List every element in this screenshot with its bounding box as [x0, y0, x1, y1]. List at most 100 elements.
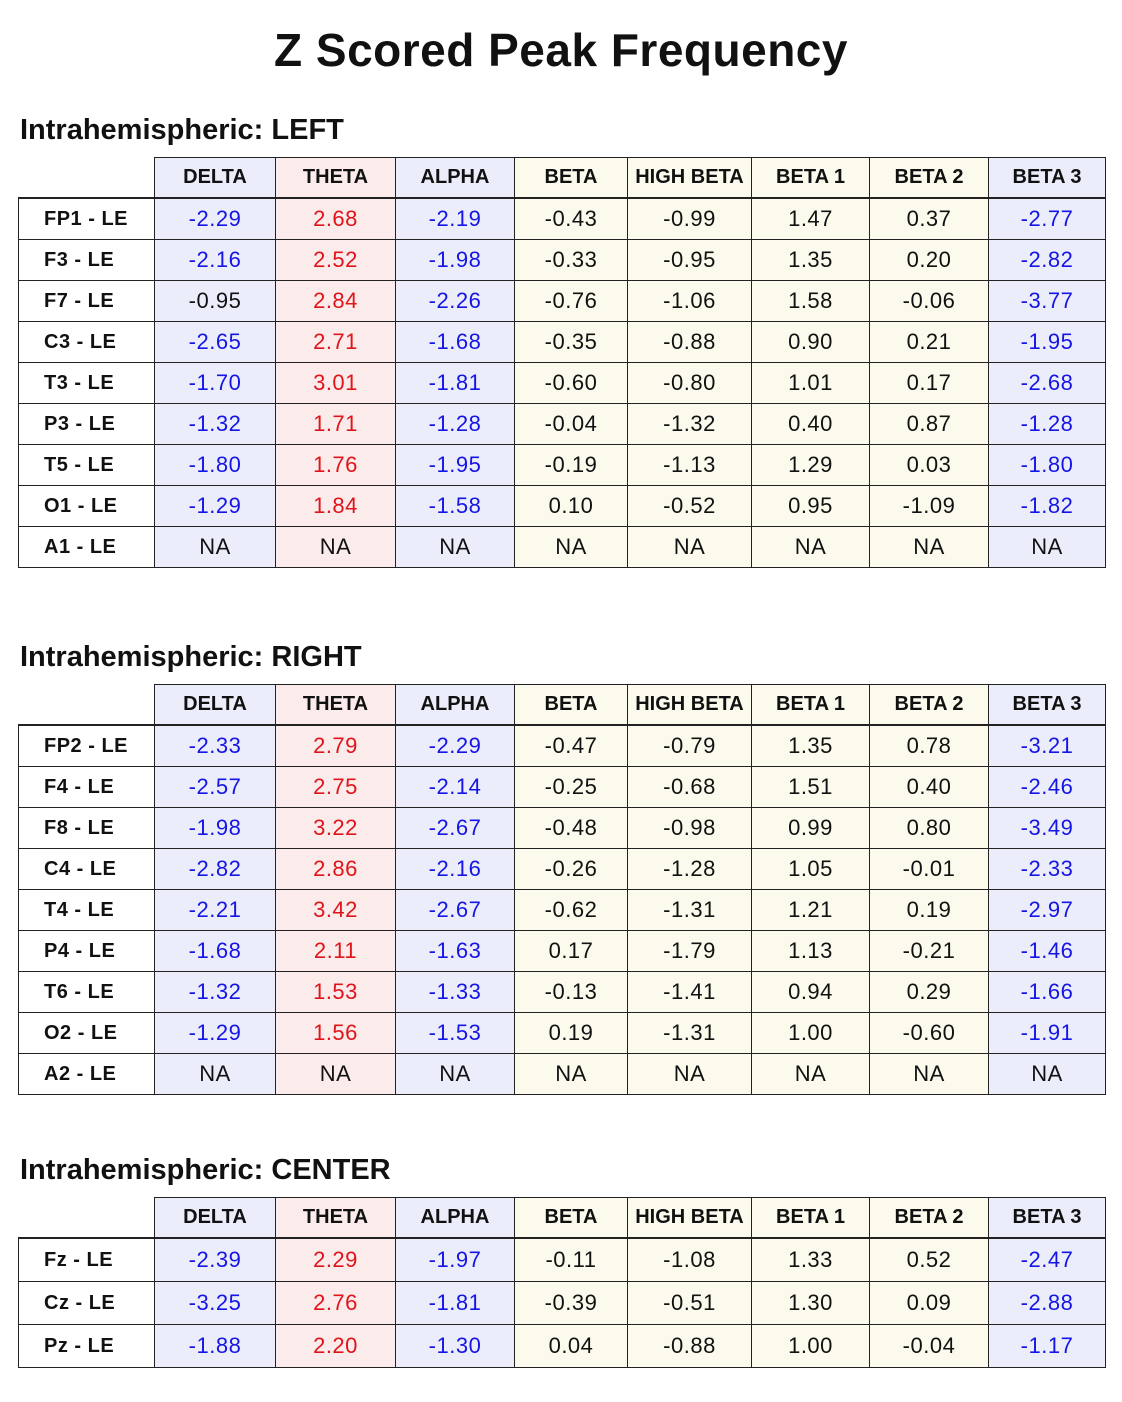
zscore-cell: 0.78 [869, 724, 989, 767]
zscore-cell: 0.37 [869, 197, 989, 240]
zscore-cell: 0.20 [869, 239, 989, 281]
row-label: Fz - LE [18, 1237, 155, 1282]
column-header: DELTA [154, 157, 276, 199]
zscore-cell: 2.11 [275, 930, 396, 972]
zscore-cell: 0.03 [869, 444, 989, 486]
zscore-cell: -2.65 [154, 321, 276, 363]
zscore-cell: 1.71 [275, 403, 396, 445]
zscore-cell: -0.99 [627, 197, 752, 240]
zscore-cell: -0.52 [627, 485, 752, 527]
zscore-cell: NA [395, 526, 515, 568]
table-row: T3 - LE -1.70 3.01 -1.81 -0.60 -0.80 1.01 0.17-… [18, 362, 1106, 404]
column-header: BETA 2 [869, 684, 989, 726]
column-header: BETA 3 [988, 157, 1106, 199]
zscore-cell: -1.79 [627, 930, 752, 972]
zscore-cell: -1.95 [988, 321, 1106, 363]
zscore-cell: 0.87 [869, 403, 989, 445]
zscore-cell: 1.05 [751, 848, 870, 890]
zscore-cell: 1.35 [751, 724, 870, 767]
zscore-cell: -2.82 [154, 848, 276, 890]
zscore-cell: -1.09 [869, 485, 989, 527]
zscore-cell: -0.48 [514, 807, 628, 849]
zscore-table: DELTA THETA ALPHA BETA HIGH BETA BETA 1 BETA 2… [18, 684, 1106, 1095]
zscore-cell: 0.04 [514, 1324, 628, 1368]
zscore-cell: -3.25 [154, 1281, 276, 1325]
row-label: T3 - LE [18, 362, 155, 404]
column-header: BETA 2 [869, 157, 989, 199]
zscore-cell: -2.77 [988, 197, 1106, 240]
table-corner [18, 1197, 155, 1239]
zscore-cell: -2.67 [395, 889, 515, 931]
zscore-cell: 0.99 [751, 807, 870, 849]
zscore-cell: NA [751, 1053, 870, 1095]
zscore-cell: 2.84 [275, 280, 396, 322]
zscore-cell: -1.29 [154, 1012, 276, 1054]
table-row: T6 - LE -1.32 1.53 -1.33 -0.13 -1.41 0.94 0.29-… [18, 971, 1106, 1013]
column-header: BETA 1 [751, 684, 870, 726]
row-label: Cz - LE [18, 1281, 155, 1325]
zscore-cell: -2.26 [395, 280, 515, 322]
zscore-cell: 2.68 [275, 197, 396, 240]
zscore-cell: -0.04 [869, 1324, 989, 1368]
zscore-cell: 1.00 [751, 1012, 870, 1054]
zscore-cell: -1.08 [627, 1237, 752, 1282]
column-header: BETA 3 [988, 1197, 1106, 1239]
zscore-cell: -1.46 [988, 930, 1106, 972]
table-row: FP1 - LE -2.29 2.68 -2.19 -0.43 -0.99 1.47 0.37… [18, 197, 1106, 240]
zscore-cell: -1.32 [154, 971, 276, 1013]
zscore-cell: 2.86 [275, 848, 396, 890]
zscore-cell: -1.17 [988, 1324, 1106, 1368]
zscore-cell: -0.11 [514, 1237, 628, 1282]
zscore-cell: 0.17 [869, 362, 989, 404]
zscore-cell: 0.19 [869, 889, 989, 931]
zscore-cell: -2.88 [988, 1281, 1106, 1325]
section-center: Intrahemispheric: CENTER DELTA THETA ALPHA B… [18, 1153, 1106, 1368]
row-label: F3 - LE [18, 239, 155, 281]
zscore-cell: -2.29 [154, 197, 276, 240]
zscore-cell: -1.32 [154, 403, 276, 445]
zscore-table: DELTA THETA ALPHA BETA HIGH BETA BETA 1 BETA 2… [18, 157, 1106, 568]
zscore-cell: -1.29 [154, 485, 276, 527]
zscore-cell: 2.71 [275, 321, 396, 363]
row-label: C3 - LE [18, 321, 155, 363]
column-header: ALPHA [395, 684, 515, 726]
zscore-cell: -0.47 [514, 724, 628, 767]
zscore-cell: -2.47 [988, 1237, 1106, 1282]
zscore-cell: -2.16 [395, 848, 515, 890]
zscore-cell: -1.32 [627, 403, 752, 445]
table-row: A1 - LE NA NA NA NA NA NA NA NA [18, 526, 1106, 568]
table-corner [18, 684, 155, 726]
zscore-cell: NA [751, 526, 870, 568]
zscore-cell: NA [154, 526, 276, 568]
table-row: F4 - LE -2.57 2.75 -2.14 -0.25 -0.68 1.51 0.40-… [18, 766, 1106, 808]
row-label: T5 - LE [18, 444, 155, 486]
row-label: F4 - LE [18, 766, 155, 808]
zscore-cell: -1.30 [395, 1324, 515, 1368]
table-corner [18, 157, 155, 199]
zscore-cell: 1.53 [275, 971, 396, 1013]
zscore-cell: NA [988, 526, 1106, 568]
zscore-cell: -3.49 [988, 807, 1106, 849]
row-label: O1 - LE [18, 485, 155, 527]
column-header: HIGH BETA [627, 1197, 752, 1239]
zscore-cell: 2.75 [275, 766, 396, 808]
section-title: Intrahemispheric: LEFT [20, 114, 344, 146]
table-row: O2 - LE -1.29 1.56 -1.53 0.19 -1.31 1.00 -0.60-… [18, 1012, 1106, 1054]
zscore-cell: -0.04 [514, 403, 628, 445]
column-header: THETA [275, 157, 396, 199]
zscore-cell: 1.84 [275, 485, 396, 527]
section-title: Intrahemispheric: RIGHT [20, 641, 362, 673]
section-left: Intrahemispheric: LEFT DELTA THETA ALPHA BET… [18, 113, 1106, 568]
zscore-cell: -0.35 [514, 321, 628, 363]
zscore-cell: -3.77 [988, 280, 1106, 322]
zscore-cell: NA [395, 1053, 515, 1095]
zscore-cell: -0.39 [514, 1281, 628, 1325]
zscore-cell: 1.13 [751, 930, 870, 972]
zscore-cell: 0.29 [869, 971, 989, 1013]
zscore-cell: NA [275, 1053, 396, 1095]
table-row: A2 - LE NA NA NA NA NA NA NA NA [18, 1053, 1106, 1095]
zscore-cell: 1.21 [751, 889, 870, 931]
zscore-cell: 1.58 [751, 280, 870, 322]
row-label: T6 - LE [18, 971, 155, 1013]
zscore-cell: -1.28 [988, 403, 1106, 445]
